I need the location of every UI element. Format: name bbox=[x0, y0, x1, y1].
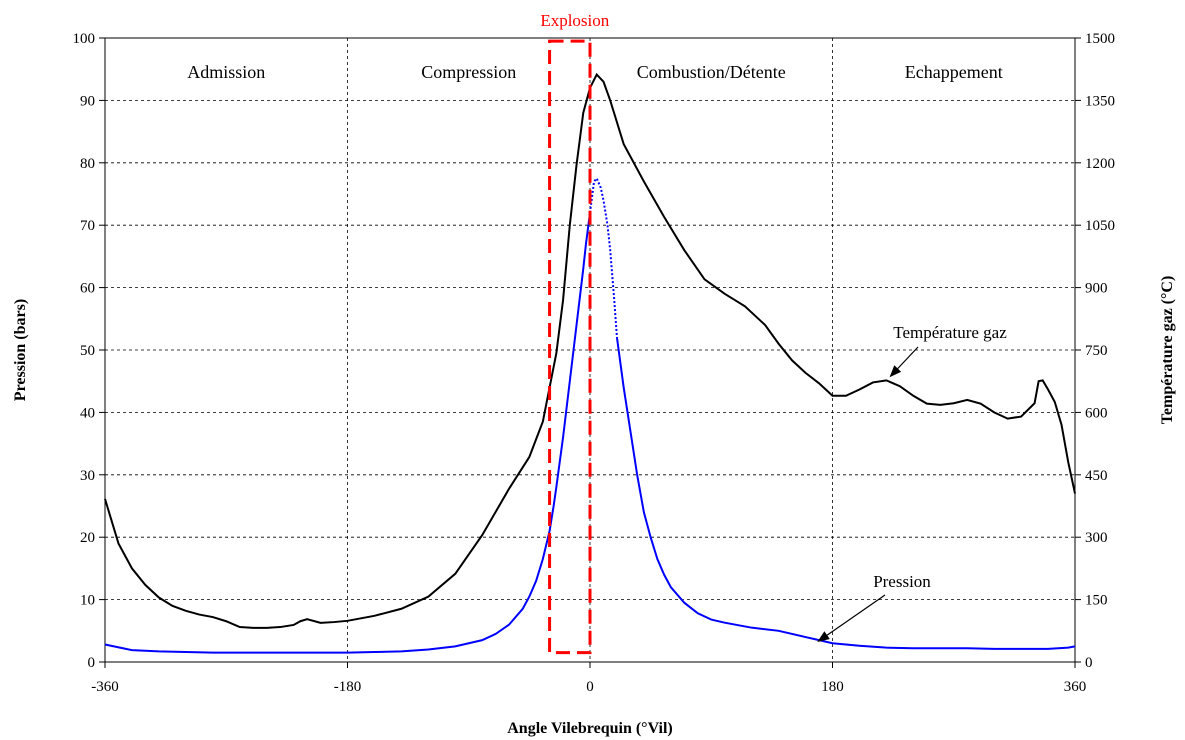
y-tick-label: 20 bbox=[80, 530, 95, 546]
phase-label: Compression bbox=[421, 62, 516, 82]
y2-tick-label: 1500 bbox=[1085, 31, 1115, 47]
y-tick-label: 10 bbox=[80, 593, 95, 609]
explosion-zone bbox=[548, 39, 592, 655]
explosion-label: Explosion bbox=[540, 11, 609, 30]
y2-tick-label: 1050 bbox=[1085, 218, 1115, 234]
y-tick-label: 0 bbox=[88, 655, 96, 671]
x-tick-label: 0 bbox=[586, 679, 594, 695]
y-tick-label: 40 bbox=[80, 405, 95, 421]
y-tick-label: 70 bbox=[80, 218, 95, 234]
y2-tick-label: 900 bbox=[1085, 281, 1108, 297]
phase-labels: Admission Compression Combustion/Détente Ec… bbox=[187, 62, 1002, 82]
y2-tick-label: 750 bbox=[1085, 343, 1108, 359]
y2-tick-label: 1350 bbox=[1085, 93, 1115, 109]
series-lines bbox=[104, 72, 1076, 654]
y2-tick-label: 150 bbox=[1085, 593, 1108, 609]
series-line-temp-rature-gaz bbox=[104, 72, 1076, 629]
phase-label: Combustion/Détente bbox=[637, 62, 786, 82]
series-line-pression bbox=[104, 212, 591, 654]
annotation-temperature: Température gaz bbox=[893, 323, 1007, 342]
y2-tick-label: 0 bbox=[1085, 655, 1093, 671]
phase-label: Echappement bbox=[905, 62, 1003, 82]
y2-tick-label: 600 bbox=[1085, 405, 1108, 421]
y-axis-title: Pression (bars) bbox=[12, 299, 29, 401]
annotation-arrow-pression bbox=[817, 594, 886, 642]
x-tick-label: 180 bbox=[821, 679, 844, 695]
x-tick-label: -180 bbox=[334, 679, 362, 695]
x-axis-title: Angle Vilebrequin (°Vil) bbox=[507, 720, 673, 737]
y-tick-label: 30 bbox=[80, 468, 95, 484]
y-tick-label: 80 bbox=[80, 156, 95, 172]
y-tick-label: 100 bbox=[73, 31, 96, 47]
y2-axis-title: Température gaz (°C) bbox=[1159, 276, 1176, 425]
explosion-zone-group: Explosion bbox=[540, 11, 610, 655]
series-line-pression-dotted bbox=[589, 176, 618, 338]
x-tick-label: -360 bbox=[91, 679, 119, 695]
y2-tick-label: 300 bbox=[1085, 530, 1108, 546]
x-tick-label: 360 bbox=[1064, 679, 1087, 695]
phase-label: Admission bbox=[187, 62, 265, 82]
y2-tick-label: 1200 bbox=[1085, 156, 1115, 172]
series-line-pression-tail bbox=[615, 337, 1076, 650]
annotations: Température gaz Pression bbox=[817, 323, 1007, 642]
y-tick-label: 90 bbox=[80, 93, 95, 109]
y2-tick-label: 450 bbox=[1085, 468, 1108, 484]
axis-ticks: 0 10 20 30 40 50 60 70 80 90 100 0 150 300 450 600 750 90… bbox=[73, 31, 1116, 695]
y-tick-label: 50 bbox=[80, 343, 95, 359]
y-tick-label: 60 bbox=[80, 281, 95, 297]
annotation-arrow-temperature bbox=[889, 346, 919, 378]
annotation-pression: Pression bbox=[873, 572, 931, 591]
